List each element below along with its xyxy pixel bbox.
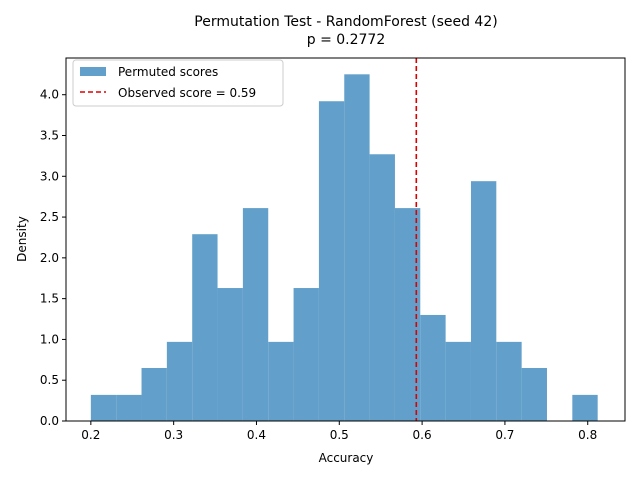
y-axis-label: Density — [15, 216, 29, 262]
histogram-bar — [293, 288, 319, 421]
histogram-bar — [318, 101, 345, 422]
x-tick-label: 0.2 — [81, 428, 100, 442]
chart-subtitle: p = 0.2772 — [307, 32, 386, 48]
legend: Permuted scores Observed score = 0.59 — [72, 59, 284, 107]
histogram-bars — [90, 74, 598, 422]
x-tick-label: 0.4 — [247, 428, 266, 442]
x-tick-label: 0.6 — [413, 428, 432, 442]
histogram-bar — [217, 288, 243, 421]
y-tick-label: 2.0 — [40, 251, 59, 265]
y-tick-label: 4.0 — [40, 88, 59, 102]
chart-title: Permutation Test - RandomForest (seed 42… — [194, 14, 497, 30]
histogram-bar — [90, 394, 117, 421]
histogram-bar — [192, 234, 218, 421]
histogram-bar — [242, 208, 269, 421]
y-axis-ticks: 0.0 0.5 1.0 1.5 2.0 2.5 3.0 3.5 4.0 — [40, 88, 66, 428]
legend-label-permuted: Permuted scores — [118, 65, 218, 79]
x-tick-label: 0.5 — [330, 428, 349, 442]
histogram-bar — [420, 314, 446, 421]
plot-frame — [65, 57, 626, 422]
x-tick-label: 0.3 — [164, 428, 183, 442]
x-axis-ticks: 0.2 0.3 0.4 0.5 0.6 0.7 0.8 — [81, 421, 597, 442]
y-tick-label: 1.5 — [40, 292, 59, 306]
histogram-bar — [572, 394, 598, 421]
y-tick-label: 0.0 — [40, 414, 59, 428]
y-tick-label: 2.5 — [40, 210, 59, 224]
histogram-bar — [496, 341, 522, 421]
histogram-bar — [141, 367, 167, 421]
x-axis-label: Accuracy — [319, 451, 374, 465]
x-tick-label: 0.8 — [578, 428, 597, 442]
histogram-bar — [166, 341, 193, 421]
histogram-bar — [344, 74, 370, 421]
histogram-bar — [369, 154, 395, 422]
legend-label-observed: Observed score = 0.59 — [118, 86, 256, 100]
legend-swatch-permuted — [80, 67, 106, 76]
histogram-bar — [116, 394, 142, 421]
y-tick-label: 1.0 — [40, 332, 59, 346]
histogram-bar — [268, 341, 294, 421]
legend-frame — [72, 59, 284, 107]
histogram-bar — [521, 367, 547, 421]
histogram-bar — [445, 341, 471, 421]
y-tick-label: 3.5 — [40, 128, 59, 142]
histogram-bar — [470, 181, 497, 421]
x-tick-label: 0.7 — [495, 428, 514, 442]
y-tick-label: 3.0 — [40, 169, 59, 183]
y-tick-label: 0.5 — [40, 373, 59, 387]
